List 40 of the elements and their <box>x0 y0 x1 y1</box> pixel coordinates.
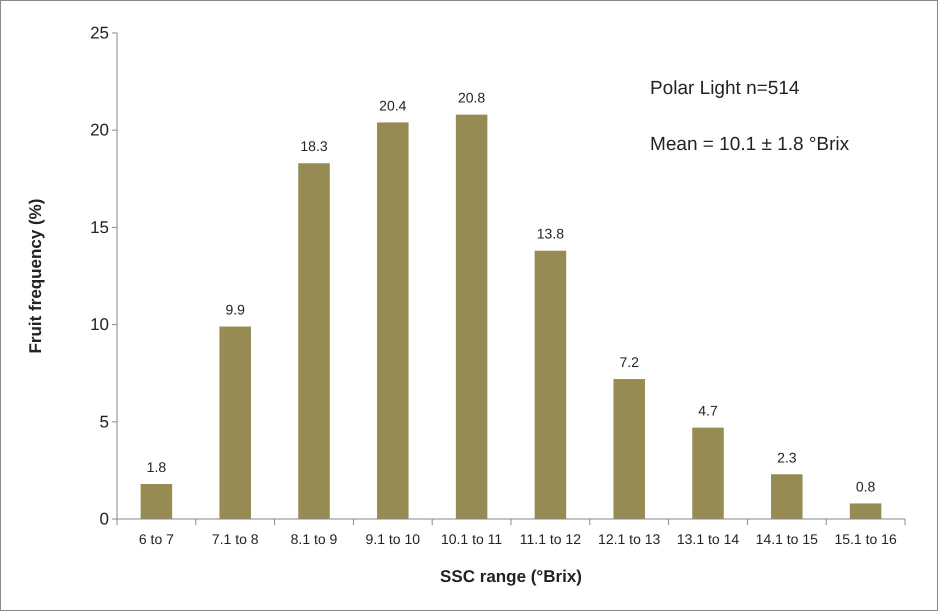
data-label: 20.8 <box>458 90 486 106</box>
bar <box>692 428 724 519</box>
x-tick-label: 8.1 to 9 <box>290 531 338 547</box>
y-axis-title: Fruit frequency (%) <box>26 198 45 354</box>
data-label: 1.8 <box>146 459 166 476</box>
bar <box>850 503 882 519</box>
data-label: 13.8 <box>536 226 564 242</box>
x-axis-title: SSC range (°Brix) <box>440 567 582 586</box>
x-tick-label: 15.1 to 16 <box>834 531 897 547</box>
data-label: 20.4 <box>379 97 407 114</box>
bar <box>534 250 566 519</box>
x-tick-label: 14.1 to 15 <box>756 531 818 547</box>
x-tick-label: 12.1 to 13 <box>598 531 661 547</box>
data-label: 9.9 <box>225 302 246 318</box>
x-tick-label: 11.1 to 12 <box>520 531 582 547</box>
bar <box>377 122 409 519</box>
x-tick-label: 7.1 to 8 <box>212 531 259 547</box>
bar <box>219 326 251 519</box>
y-tick-label: 15 <box>90 218 109 237</box>
bar <box>613 379 645 519</box>
y-tick-label: 5 <box>100 412 109 432</box>
data-label: 7.2 <box>619 354 640 370</box>
bar <box>140 484 172 519</box>
bar <box>771 474 803 519</box>
data-label: 4.7 <box>698 402 718 419</box>
annotation: Mean = 10.1 ± 1.8 °Brix <box>650 134 850 155</box>
x-tick-label: 10.1 to 11 <box>440 531 502 547</box>
y-tick-label: 20 <box>90 120 109 140</box>
x-tick-label: 6 to 7 <box>138 531 174 547</box>
x-tick-label: 9.1 to 10 <box>366 531 420 547</box>
annotation: Polar Light n=514 <box>650 78 800 99</box>
x-tick-label: 13.1 to 14 <box>676 531 740 547</box>
bar <box>456 114 488 519</box>
data-label: 2.3 <box>777 449 797 466</box>
bar <box>298 163 330 519</box>
y-tick-label: 25 <box>90 23 109 42</box>
data-label: 18.3 <box>300 138 328 154</box>
y-tick-label: 10 <box>90 315 109 334</box>
data-label: 0.8 <box>856 478 876 494</box>
y-tick-label: 0 <box>100 509 109 528</box>
